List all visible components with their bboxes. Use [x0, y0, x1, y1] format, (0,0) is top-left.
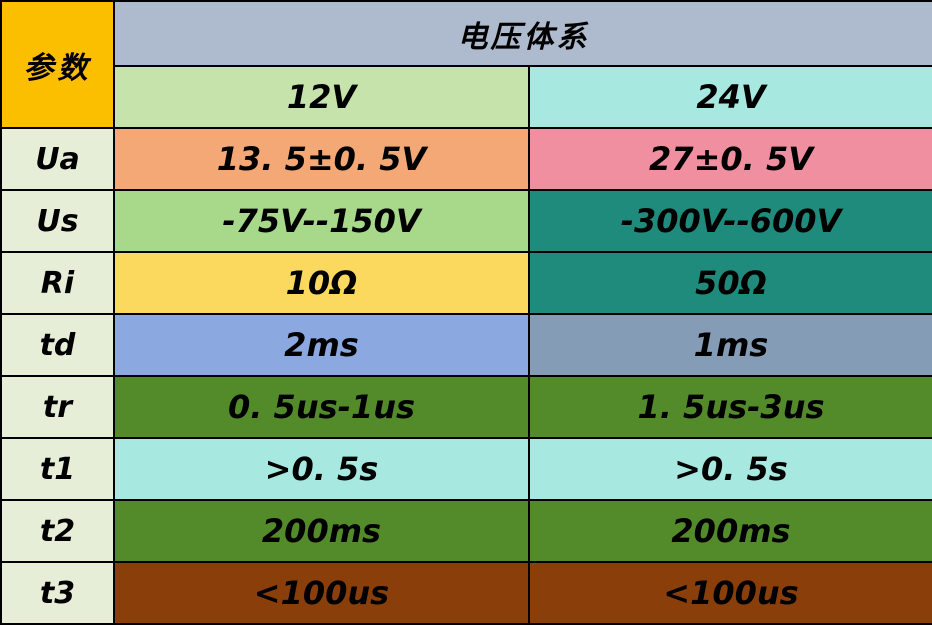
row-label-t3: t3 — [0, 561, 115, 625]
table-title: 电压体系 — [113, 0, 932, 67]
column-header-12v: 12V — [113, 65, 530, 129]
table-row: t1 >0. 5s >0. 5s — [0, 437, 932, 501]
table-title-row: 参数 电压体系 — [0, 0, 932, 129]
cell-t1-12v: >0. 5s — [113, 437, 530, 501]
cell-us-24v: -300V--600V — [528, 189, 932, 253]
table-row: td 2ms 1ms — [0, 313, 932, 377]
row-label-td: td — [0, 313, 115, 377]
cell-t2-12v: 200ms — [113, 499, 530, 563]
row-label-ri: Ri — [0, 251, 115, 315]
cell-td-12v: 2ms — [113, 313, 530, 377]
column-header-24v: 24V — [528, 65, 932, 129]
cell-t2-24v: 200ms — [528, 499, 932, 563]
table-row: Us -75V--150V -300V--600V — [0, 189, 932, 253]
row-label-ua: Ua — [0, 127, 115, 191]
row-label-t1: t1 — [0, 437, 115, 501]
column-header-row: 12V 24V — [1, 65, 932, 129]
cell-ua-12v: 13. 5±0. 5V — [113, 127, 530, 191]
cell-t3-24v: <100us — [528, 561, 932, 625]
table-row: Ua 13. 5±0. 5V 27±0. 5V — [0, 127, 932, 191]
cell-ua-24v: 27±0. 5V — [528, 127, 932, 191]
row-label-us: Us — [0, 189, 115, 253]
cell-td-24v: 1ms — [528, 313, 932, 377]
cell-tr-24v: 1. 5us-3us — [528, 375, 932, 439]
cell-ri-24v: 50Ω — [528, 251, 932, 315]
table-row: tr 0. 5us-1us 1. 5us-3us — [0, 375, 932, 439]
table-row: t2 200ms 200ms — [0, 499, 932, 563]
param-corner-header: 参数 — [0, 0, 115, 129]
table-row: t3 <100us <100us — [0, 561, 932, 625]
cell-us-12v: -75V--150V — [113, 189, 530, 253]
row-label-t2: t2 — [0, 499, 115, 563]
cell-t1-24v: >0. 5s — [528, 437, 932, 501]
cell-tr-12v: 0. 5us-1us — [113, 375, 530, 439]
table-row: Ri 10Ω 50Ω — [0, 251, 932, 315]
row-label-tr: tr — [0, 375, 115, 439]
cell-ri-12v: 10Ω — [113, 251, 530, 315]
cell-t3-12v: <100us — [113, 561, 530, 625]
